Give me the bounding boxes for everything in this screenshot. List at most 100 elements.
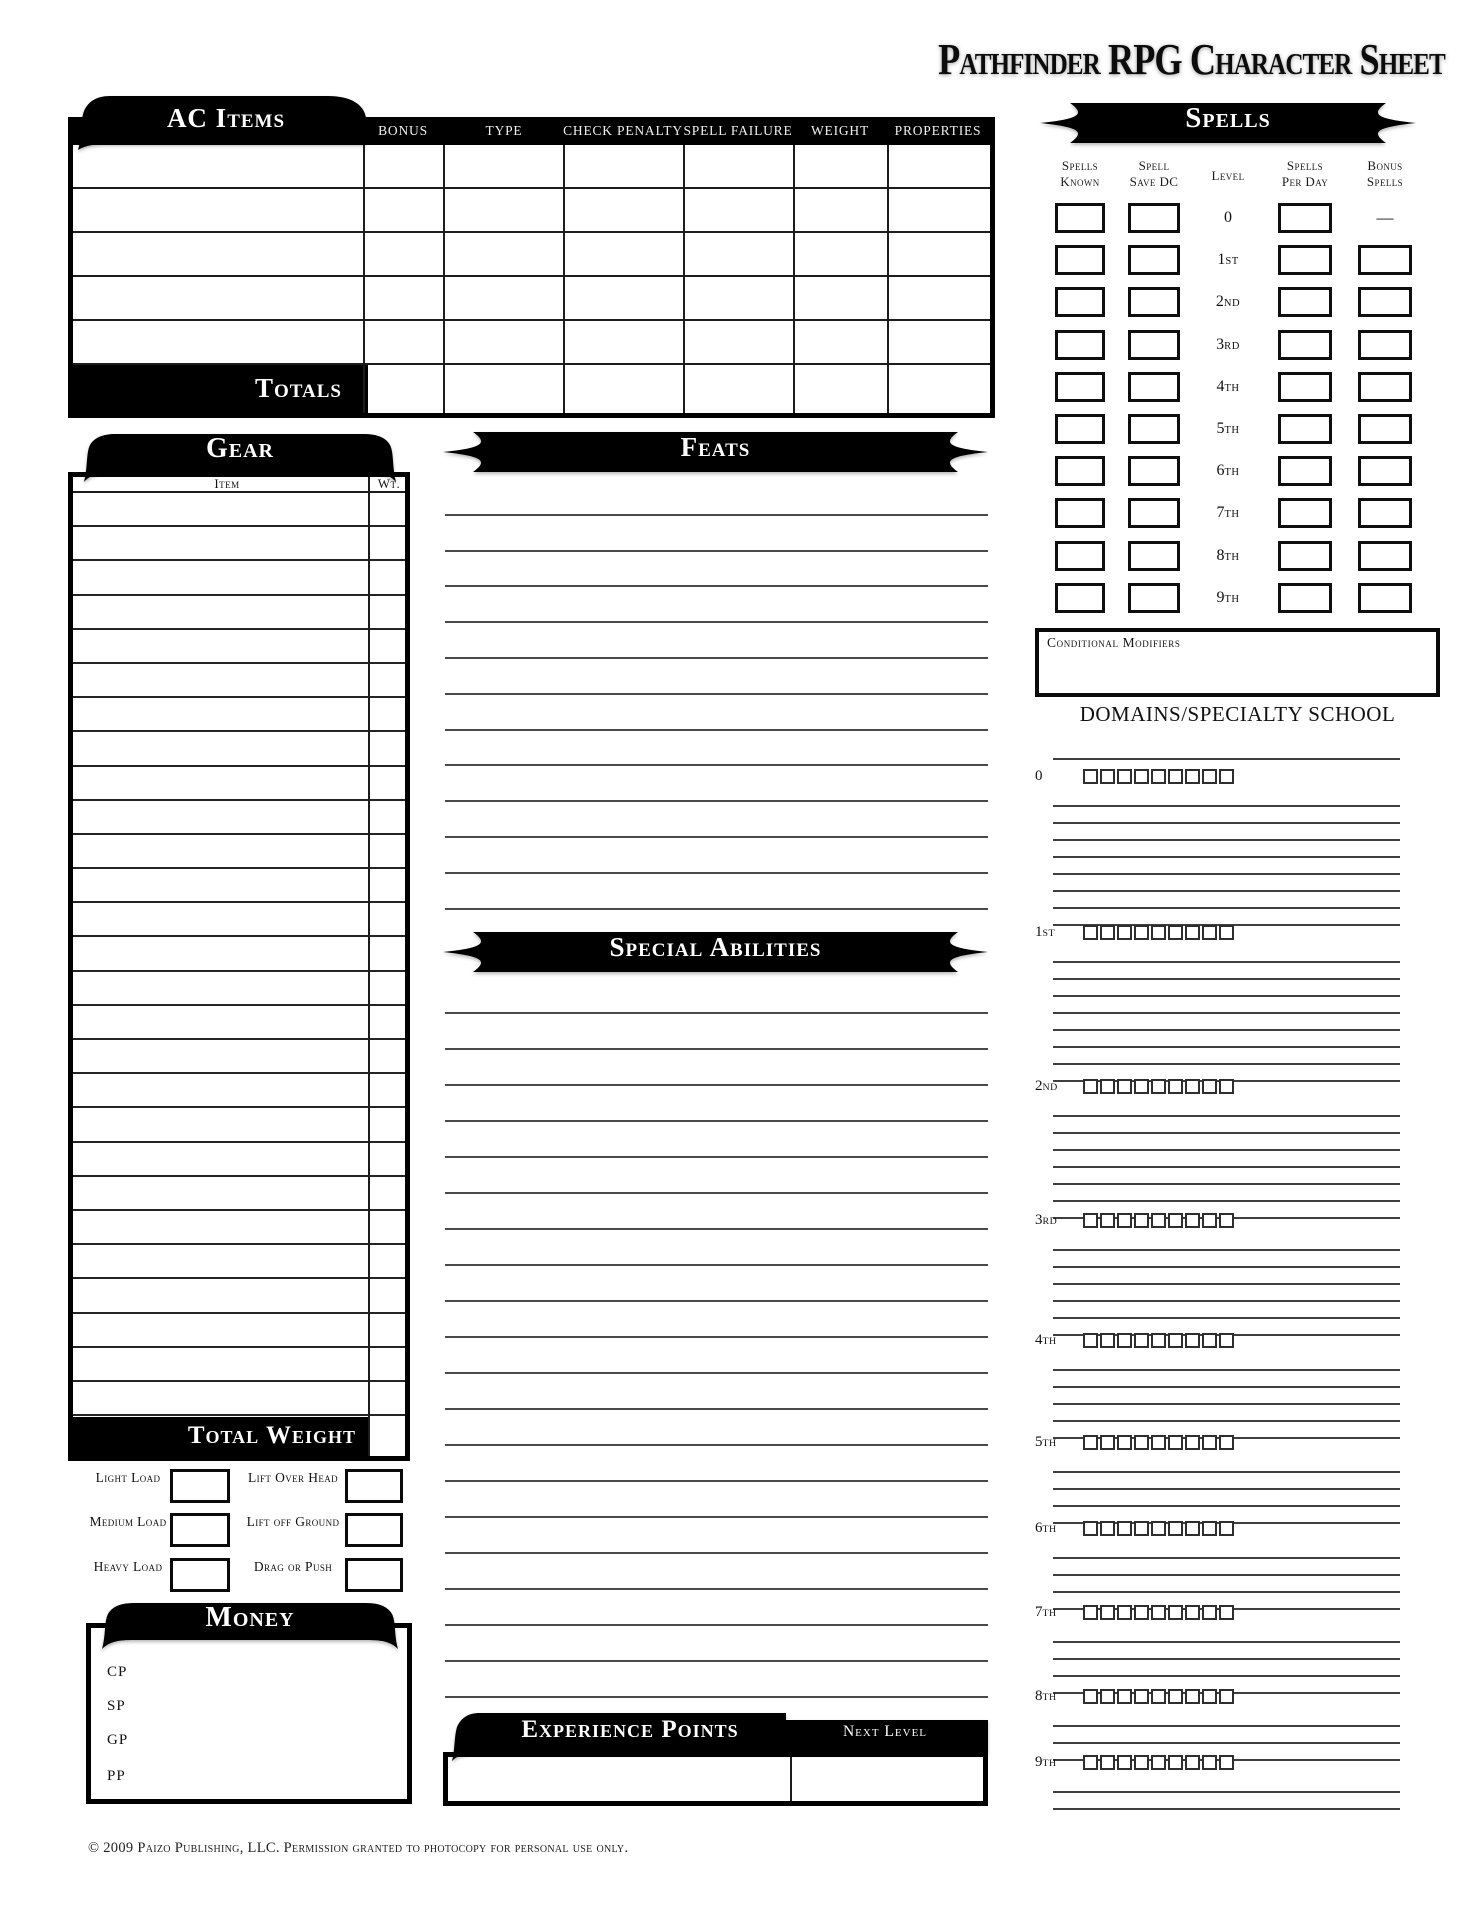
spell-slot-checkbox[interactable] (1134, 1333, 1149, 1348)
gear-row[interactable] (73, 972, 405, 1006)
spell-slot-checkbox[interactable] (1100, 1333, 1115, 1348)
gear-row[interactable] (73, 903, 405, 938)
spell-slot-checkbox[interactable] (1151, 1079, 1166, 1094)
spell-slot-checkbox[interactable] (1219, 1079, 1234, 1094)
light-load-box[interactable] (170, 1469, 230, 1503)
spell-slot-checkbox[interactable] (1185, 925, 1200, 940)
spell-slot-checkbox[interactable] (1100, 1079, 1115, 1094)
spell-name-line[interactable] (1053, 1234, 1400, 1251)
special-ability-line[interactable] (445, 1554, 988, 1590)
spell-name-line[interactable] (1053, 841, 1400, 858)
spell-name-line[interactable] (1053, 1559, 1400, 1576)
spell-name-line[interactable] (1053, 1302, 1400, 1319)
experience-points-cell[interactable] (448, 1757, 790, 1801)
spell-slot-checkbox[interactable] (1134, 1435, 1149, 1450)
special-ability-line[interactable] (445, 978, 988, 1014)
ac-item-row[interactable] (73, 321, 990, 365)
spell-slot-checkbox[interactable] (1100, 1521, 1115, 1536)
special-ability-line[interactable] (445, 1662, 988, 1698)
spell-name-line[interactable] (1053, 1542, 1400, 1559)
feats-line[interactable] (445, 516, 988, 552)
spell-name-line[interactable] (1053, 1727, 1400, 1744)
spell-slot-checkbox[interactable] (1083, 769, 1098, 784)
spell-save-dc-box[interactable] (1128, 203, 1180, 233)
spell-slot-checkbox[interactable] (1168, 925, 1183, 940)
spells-known-box[interactable] (1055, 540, 1105, 571)
special-ability-line[interactable] (445, 1122, 988, 1158)
spell-slot-checkbox[interactable] (1134, 1521, 1149, 1536)
spell-slot-checkbox[interactable] (1185, 769, 1200, 784)
spell-slot-checkbox[interactable] (1185, 1605, 1200, 1620)
feats-line[interactable] (445, 695, 988, 731)
gear-row[interactable] (73, 596, 405, 630)
spell-slot-checkbox[interactable] (1185, 1213, 1200, 1228)
spell-slot-checkbox[interactable] (1151, 1333, 1166, 1348)
gear-row[interactable] (73, 1211, 405, 1246)
spell-slot-checkbox[interactable] (1168, 1521, 1183, 1536)
special-ability-line[interactable] (445, 1518, 988, 1554)
spells-known-box[interactable] (1055, 245, 1105, 276)
spell-slot-checkbox[interactable] (1185, 1755, 1200, 1770)
spell-slot-checkbox[interactable] (1202, 1079, 1217, 1094)
special-ability-line[interactable] (445, 1374, 988, 1410)
spell-slot-checkbox[interactable] (1134, 1755, 1149, 1770)
spell-name-line[interactable] (1053, 1490, 1400, 1507)
special-ability-line[interactable] (445, 1590, 988, 1626)
spell-slot-checkbox[interactable] (1100, 1213, 1115, 1228)
spell-name-line[interactable] (1053, 1168, 1400, 1185)
spell-slot-checkbox[interactable] (1117, 1213, 1132, 1228)
spell-name-line[interactable] (1053, 1371, 1400, 1388)
spell-name-line[interactable] (1053, 1134, 1400, 1151)
spell-name-line[interactable] (1053, 824, 1400, 841)
spell-slot-checkbox[interactable] (1083, 1755, 1098, 1770)
spell-slot-checkbox[interactable] (1168, 1605, 1183, 1620)
ac-totals-cells[interactable] (368, 365, 990, 413)
spell-slot-checkbox[interactable] (1151, 1689, 1166, 1704)
bonus-spells-box[interactable] (1358, 287, 1412, 318)
spell-save-dc-box[interactable] (1128, 287, 1180, 318)
spell-slot-checkbox[interactable] (1185, 1689, 1200, 1704)
spell-slot-checkbox[interactable] (1151, 925, 1166, 940)
special-ability-line[interactable] (445, 1266, 988, 1302)
money-row[interactable]: SP (91, 1698, 407, 1726)
spells-known-box[interactable] (1055, 498, 1105, 529)
spell-slot-checkbox[interactable] (1202, 1689, 1217, 1704)
spell-name-line[interactable] (1053, 963, 1400, 980)
special-ability-line[interactable] (445, 1446, 988, 1482)
spells-per-day-box[interactable] (1278, 582, 1332, 613)
spell-slot-checkbox[interactable] (1219, 1435, 1234, 1450)
total-weight-cell[interactable] (370, 1417, 405, 1456)
spell-slot-checkbox[interactable] (1083, 925, 1098, 940)
spell-name-line[interactable] (1053, 790, 1400, 807)
spell-slot-checkbox[interactable] (1219, 1521, 1234, 1536)
spell-slot-checkbox[interactable] (1100, 1435, 1115, 1450)
spell-slot-checkbox[interactable] (1168, 1079, 1183, 1094)
special-ability-line[interactable] (445, 1158, 988, 1194)
spells-per-day-box[interactable] (1278, 413, 1332, 444)
spell-name-line[interactable] (1053, 875, 1400, 892)
feats-line[interactable] (445, 587, 988, 624)
spell-slot-checkbox[interactable] (1202, 1521, 1217, 1536)
gear-row[interactable] (73, 1177, 405, 1211)
spell-slot-checkbox[interactable] (1151, 1213, 1166, 1228)
spell-slot-checkbox[interactable] (1117, 1079, 1132, 1094)
spell-slot-checkbox[interactable] (1168, 1213, 1183, 1228)
spell-slot-checkbox[interactable] (1083, 1333, 1098, 1348)
feats-line[interactable] (445, 659, 988, 695)
spell-slot-checkbox[interactable] (1100, 1689, 1115, 1704)
lift-over-head-box[interactable] (345, 1469, 403, 1503)
spell-slot-checkbox[interactable] (1134, 769, 1149, 784)
spells-known-box[interactable] (1055, 413, 1105, 444)
bonus-spells-box[interactable] (1358, 371, 1412, 402)
spell-slot-checkbox[interactable] (1202, 1333, 1217, 1348)
spell-name-line[interactable] (1053, 1354, 1400, 1371)
spell-slot-checkbox[interactable] (1134, 1689, 1149, 1704)
spell-slot-checkbox[interactable] (1151, 1435, 1166, 1450)
gear-row[interactable] (73, 835, 405, 870)
spell-slot-checkbox[interactable] (1134, 1079, 1149, 1094)
spell-slot-checkbox[interactable] (1151, 1755, 1166, 1770)
spell-name-line[interactable] (1053, 1100, 1400, 1117)
spell-name-line[interactable] (1053, 1014, 1400, 1031)
special-ability-line[interactable] (445, 1302, 988, 1338)
special-ability-line[interactable] (445, 1410, 988, 1446)
